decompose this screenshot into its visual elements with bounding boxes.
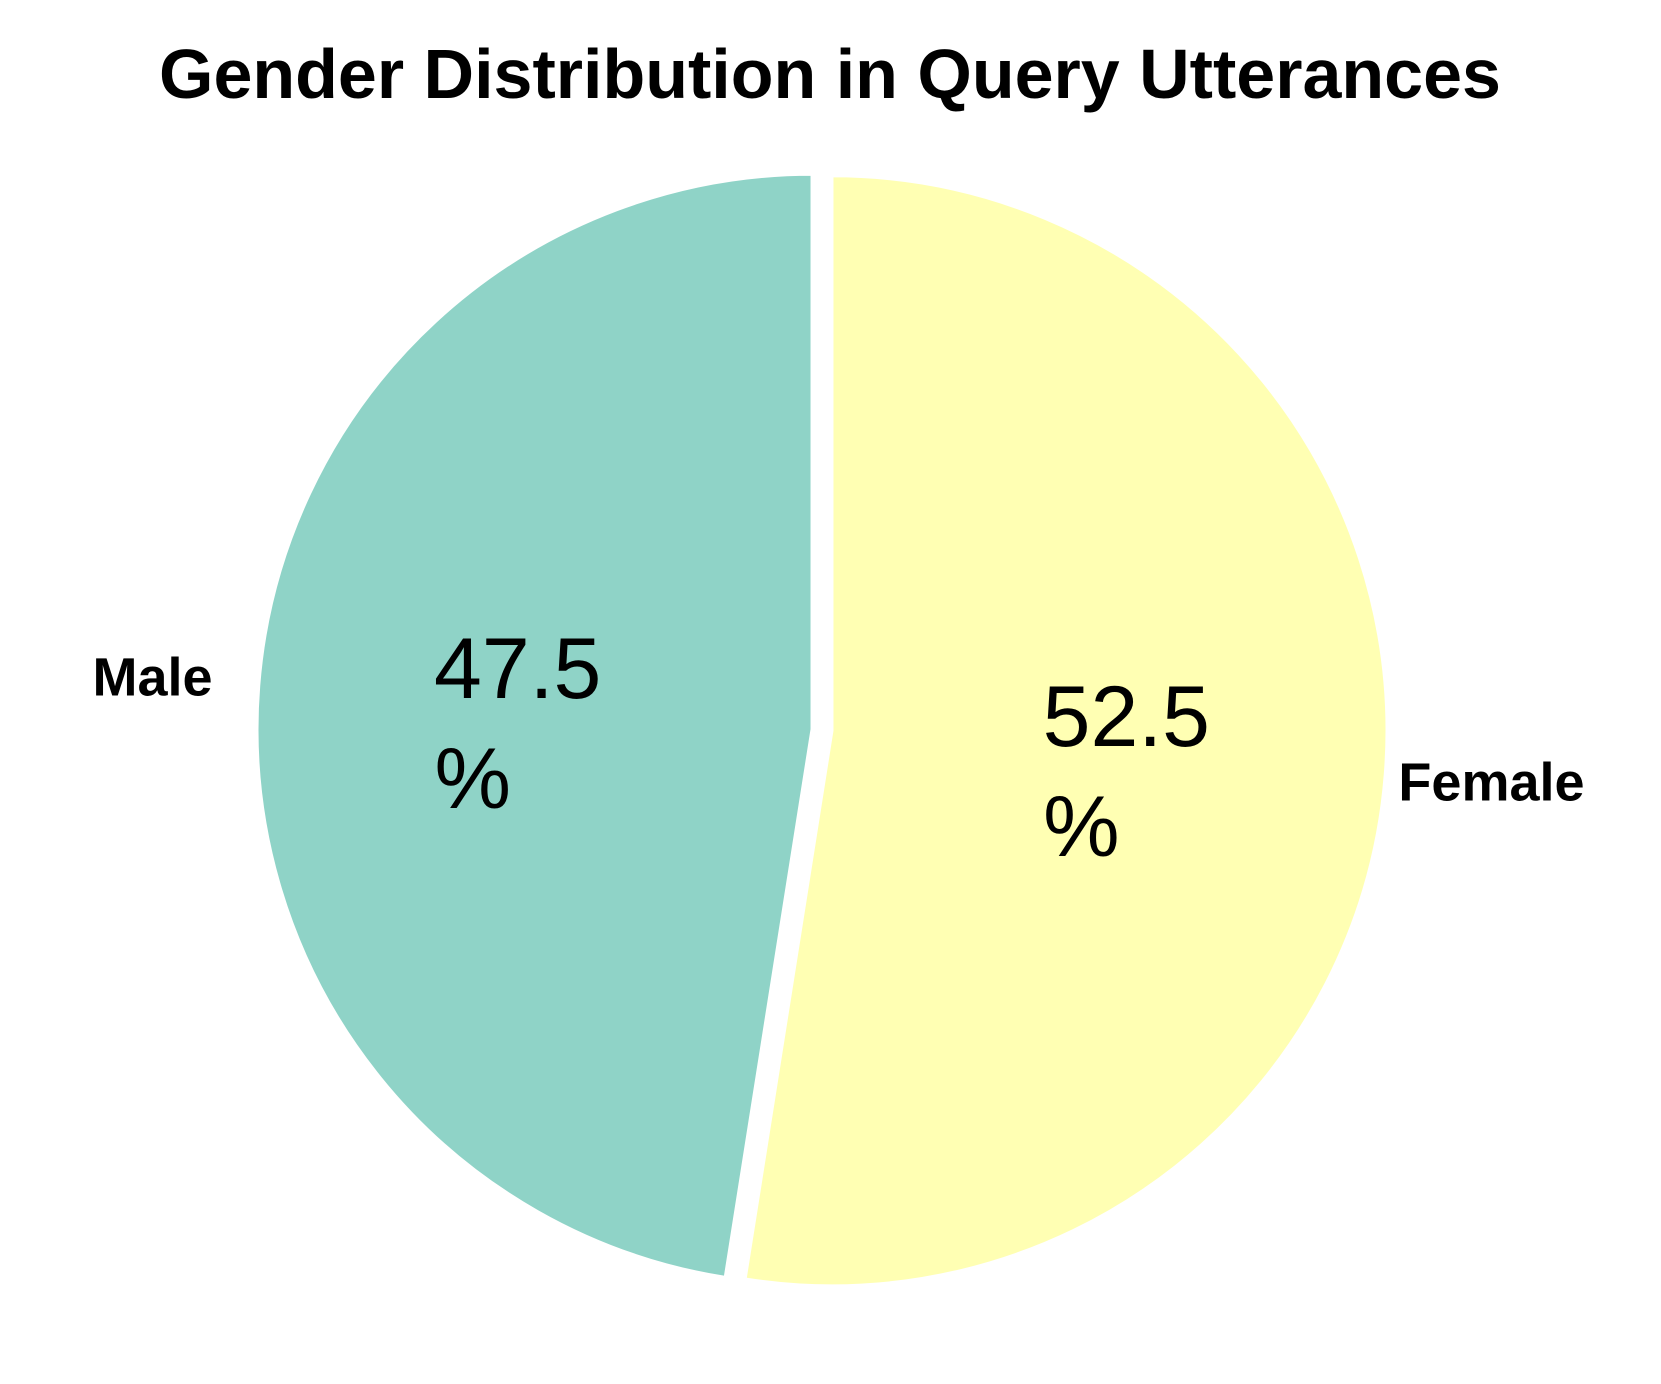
slice-percent-female: 52.5% — [1043, 669, 1210, 875]
pie-slice-male — [255, 172, 814, 1280]
pie-labels: Male 47.5% Female 52.5% — [92, 621, 1584, 875]
slice-percent-value: 52.5 — [1043, 669, 1210, 765]
slice-label-female: Female — [1398, 753, 1584, 813]
slice-percent-unit: % — [1043, 779, 1119, 875]
slice-percent-unit: % — [434, 731, 510, 827]
pie-slices — [255, 172, 1389, 1288]
slice-percent-male: 47.5% — [434, 621, 601, 827]
chart-title: Gender Distribution in Query Utterances — [159, 35, 1501, 113]
slice-percent-value: 47.5 — [434, 621, 601, 717]
slice-label-male: Male — [92, 647, 212, 707]
pie-slice-female — [743, 174, 1389, 1288]
